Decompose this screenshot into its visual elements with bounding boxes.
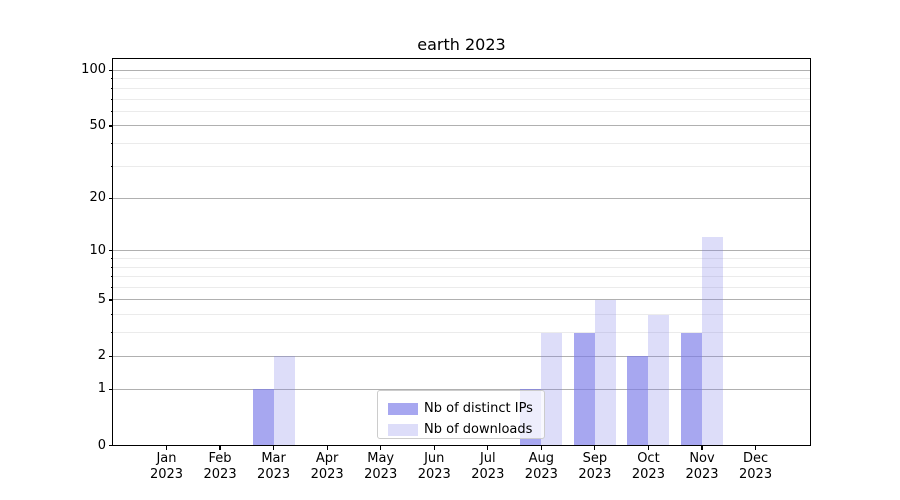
- x-tick-label: Apr 2023: [310, 451, 344, 482]
- y-tick-mark: [108, 299, 113, 301]
- major-gridline: [113, 250, 810, 252]
- major-gridline: [113, 388, 810, 390]
- bar-distinct-ips-oct: [627, 356, 649, 445]
- bar-downloads-nov: [702, 237, 723, 445]
- x-tick-mark: [647, 445, 650, 450]
- minor-gridline: [113, 286, 810, 288]
- minor-gridline: [113, 143, 810, 145]
- minor-gridline: [113, 165, 810, 167]
- y-minor-tick-mark: [110, 314, 113, 316]
- x-tick-mark: [219, 445, 221, 450]
- y-minor-tick-mark: [110, 257, 113, 259]
- y-tick-label: 100: [81, 62, 106, 78]
- minor-gridline: [113, 87, 810, 89]
- y-tick-label: 20: [89, 190, 106, 206]
- legend-row: Nb of distinct IPs: [388, 398, 544, 419]
- major-gridline: [113, 125, 810, 127]
- y-tick-mark: [108, 69, 113, 72]
- x-tick-label: May 2023: [364, 451, 398, 482]
- x-tick-mark: [701, 445, 703, 450]
- x-tick-label: Jun 2023: [417, 451, 451, 482]
- bar-distinct-ips-nov: [681, 332, 702, 445]
- x-tick-label: Feb 2023: [203, 451, 237, 482]
- minor-gridline: [113, 276, 810, 278]
- minor-gridline: [113, 314, 810, 316]
- x-tick-label: Jan 2023: [149, 451, 184, 482]
- y-minor-tick-mark: [110, 78, 113, 80]
- major-gridline: [113, 355, 810, 357]
- y-tick-mark: [108, 388, 113, 390]
- legend: Nb of distinct IPs Nb of downloads: [377, 390, 545, 439]
- y-tick-mark: [108, 197, 113, 199]
- x-tick-mark: [487, 445, 489, 450]
- x-tick-mark: [754, 445, 757, 450]
- y-minor-tick-mark: [110, 332, 113, 334]
- y-tick-mark: [108, 125, 113, 127]
- bar-distinct-ips-mar: [252, 389, 274, 445]
- y-tick-label: 0: [97, 437, 106, 453]
- x-tick-label: Nov 2023: [685, 451, 719, 482]
- minor-gridline: [113, 98, 810, 100]
- y-tick-mark: [108, 445, 113, 447]
- x-tick-mark: [594, 445, 596, 450]
- y-tick-label: 10: [89, 242, 106, 258]
- y-tick-mark: [108, 355, 113, 357]
- bar-downloads-mar: [273, 356, 295, 445]
- y-minor-tick-mark: [110, 110, 113, 112]
- x-tick-label: Dec 2023: [739, 451, 773, 482]
- y-minor-tick-mark: [110, 87, 113, 89]
- bar-downloads-sep: [594, 299, 616, 445]
- major-gridline: [113, 197, 810, 199]
- y-tick-label: 2: [97, 348, 106, 364]
- x-tick-mark: [273, 445, 275, 450]
- y-minor-tick-mark: [110, 165, 113, 167]
- y-minor-tick-mark: [110, 266, 113, 268]
- x-tick-mark: [165, 445, 168, 450]
- x-tick-mark: [540, 445, 542, 450]
- legend-swatch-downloads: [388, 423, 418, 436]
- minor-gridline: [113, 78, 810, 80]
- x-tick-mark: [326, 445, 328, 450]
- minor-gridline: [113, 266, 810, 268]
- legend-row: Nb of downloads: [388, 419, 544, 440]
- x-tick-label: Mar 2023: [257, 451, 291, 482]
- bar-downloads-oct: [648, 314, 670, 445]
- y-tick-label: 1: [97, 381, 106, 397]
- x-tick-label: Sep 2023: [578, 451, 612, 482]
- y-tick-label: 5: [97, 291, 106, 307]
- legend-label-distinct-ips: Nb of distinct IPs: [424, 400, 533, 416]
- y-minor-tick-mark: [110, 286, 113, 288]
- chart-title: earth 2023: [417, 35, 506, 54]
- x-tick-label: Aug 2023: [524, 451, 558, 482]
- x-tick-mark: [433, 445, 435, 450]
- y-minor-tick-mark: [110, 276, 113, 278]
- legend-swatch-distinct-ips: [388, 402, 418, 415]
- y-minor-tick-mark: [110, 143, 113, 145]
- minor-gridline: [113, 257, 810, 259]
- bar-distinct-ips-sep: [573, 332, 595, 445]
- major-gridline: [113, 299, 810, 301]
- bar-downloads-aug: [541, 332, 563, 445]
- y-tick-mark: [108, 250, 113, 252]
- x-tick-label: Jul 2023: [471, 451, 505, 482]
- minor-gridline: [113, 332, 810, 334]
- major-gridline: [113, 69, 810, 71]
- legend-label-downloads: Nb of downloads: [424, 421, 533, 437]
- x-tick-mark: [380, 445, 382, 450]
- x-tick-label: Oct 2023: [631, 451, 665, 482]
- y-tick-label: 50: [89, 117, 106, 133]
- minor-gridline: [113, 110, 810, 112]
- y-minor-tick-mark: [110, 98, 113, 100]
